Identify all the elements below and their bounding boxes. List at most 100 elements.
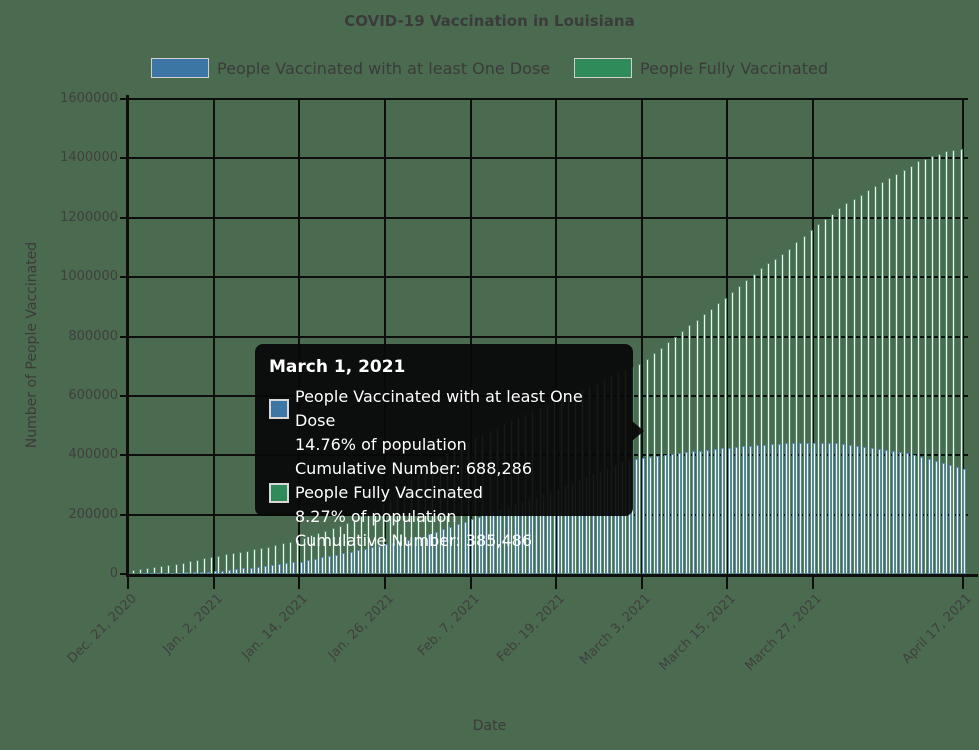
bar-one-dose[interactable] — [274, 544, 278, 574]
bar-fully[interactable] — [392, 542, 396, 574]
bar-one-dose[interactable] — [952, 150, 956, 574]
bar-fully[interactable] — [399, 541, 403, 574]
bar-fully[interactable] — [306, 560, 310, 574]
bar-fully[interactable] — [720, 448, 724, 574]
bar-one-dose[interactable] — [766, 263, 770, 574]
bar-one-dose[interactable] — [352, 519, 356, 574]
bar-one-dose[interactable] — [238, 552, 242, 574]
bar-fully[interactable] — [949, 464, 953, 574]
bar-fully[interactable] — [656, 456, 660, 574]
bar-fully[interactable] — [256, 566, 260, 574]
bar-fully[interactable] — [649, 457, 653, 574]
bar-one-dose[interactable] — [181, 562, 185, 574]
bar-fully[interactable] — [820, 442, 824, 574]
bar-fully[interactable] — [934, 460, 938, 574]
bar-fully[interactable] — [199, 571, 203, 574]
bar-one-dose[interactable] — [659, 347, 663, 574]
bar-fully[interactable] — [699, 450, 703, 574]
bar-one-dose[interactable] — [210, 556, 214, 574]
bar-one-dose[interactable] — [959, 148, 963, 574]
bar-fully[interactable] — [456, 524, 460, 574]
bar-fully[interactable] — [356, 550, 360, 574]
bar-one-dose[interactable] — [931, 156, 935, 574]
bar-one-dose[interactable] — [923, 158, 927, 574]
bar-one-dose[interactable] — [224, 554, 228, 574]
bar-fully[interactable] — [692, 451, 696, 574]
bar-one-dose[interactable] — [138, 569, 142, 574]
bar-one-dose[interactable] — [217, 555, 221, 574]
bar-one-dose[interactable] — [774, 258, 778, 574]
bar-one-dose[interactable] — [716, 303, 720, 574]
bar-fully[interactable] — [363, 548, 367, 574]
bar-one-dose[interactable] — [795, 242, 799, 574]
bar-fully[interactable] — [328, 555, 332, 574]
bar-one-dose[interactable] — [153, 567, 157, 574]
bar-fully[interactable] — [406, 539, 410, 574]
bar-one-dose[interactable] — [231, 553, 235, 574]
bar-one-dose[interactable] — [666, 342, 670, 574]
bar-fully[interactable] — [642, 457, 646, 574]
bar-one-dose[interactable] — [203, 558, 207, 574]
bar-one-dose[interactable] — [745, 280, 749, 574]
bar-fully[interactable] — [249, 567, 253, 574]
bar-one-dose[interactable] — [831, 213, 835, 574]
bar-fully[interactable] — [320, 557, 324, 574]
bar-fully[interactable] — [849, 444, 853, 574]
bar-fully[interactable] — [920, 457, 924, 574]
bar-one-dose[interactable] — [738, 286, 742, 574]
bar-one-dose[interactable] — [338, 525, 342, 574]
bar-fully[interactable] — [799, 443, 803, 574]
bar-fully[interactable] — [271, 565, 275, 574]
bar-fully[interactable] — [770, 444, 774, 574]
bar-fully[interactable] — [727, 447, 731, 574]
bar-fully[interactable] — [927, 458, 931, 574]
bar-one-dose[interactable] — [788, 248, 792, 574]
bar-one-dose[interactable] — [674, 336, 678, 574]
bar-fully[interactable] — [463, 521, 467, 574]
bar-one-dose[interactable] — [752, 274, 756, 574]
bar-fully[interactable] — [677, 453, 681, 574]
bar-one-dose[interactable] — [938, 153, 942, 574]
bar-one-dose[interactable] — [902, 169, 906, 574]
bar-fully[interactable] — [784, 443, 788, 574]
bar-fully[interactable] — [313, 558, 317, 574]
bar-fully[interactable] — [478, 516, 481, 574]
bar-fully[interactable] — [635, 458, 638, 574]
bar-one-dose[interactable] — [866, 190, 870, 574]
bar-fully[interactable] — [349, 551, 353, 574]
bar-fully[interactable] — [292, 562, 296, 574]
bar-fully[interactable] — [278, 564, 282, 574]
bar-one-dose[interactable] — [759, 268, 763, 574]
bar-one-dose[interactable] — [731, 291, 735, 574]
bar-one-dose[interactable] — [267, 546, 271, 574]
bar-one-dose[interactable] — [859, 194, 863, 574]
bar-fully[interactable] — [877, 449, 881, 574]
bar-one-dose[interactable] — [945, 151, 949, 574]
bar-one-dose[interactable] — [167, 565, 171, 574]
bar-one-dose[interactable] — [295, 539, 299, 574]
bar-one-dose[interactable] — [188, 561, 192, 574]
bar-one-dose[interactable] — [909, 165, 913, 574]
bar-one-dose[interactable] — [852, 198, 856, 574]
bar-one-dose[interactable] — [873, 186, 877, 574]
bar-fully[interactable] — [863, 446, 867, 574]
bar-fully[interactable] — [706, 449, 710, 574]
bar-fully[interactable] — [385, 544, 389, 574]
bar-one-dose[interactable] — [331, 528, 335, 574]
bar-fully[interactable] — [792, 443, 796, 574]
bar-one-dose[interactable] — [245, 550, 249, 574]
bar-one-dose[interactable] — [195, 559, 199, 574]
bar-fully[interactable] — [684, 452, 688, 574]
bar-fully[interactable] — [242, 568, 246, 574]
bar-one-dose[interactable] — [809, 229, 813, 574]
bar-one-dose[interactable] — [324, 530, 328, 574]
bar-fully[interactable] — [221, 570, 225, 574]
legend-item-one-dose[interactable]: People Vaccinated with at least One Dose — [151, 58, 550, 78]
bar-one-dose[interactable] — [146, 568, 149, 574]
bar-one-dose[interactable] — [360, 516, 364, 574]
bar-one-dose[interactable] — [174, 563, 178, 574]
bar-fully[interactable] — [891, 451, 895, 574]
bar-one-dose[interactable] — [702, 314, 706, 574]
bar-one-dose[interactable] — [131, 570, 135, 574]
bar-fully[interactable] — [963, 468, 967, 574]
